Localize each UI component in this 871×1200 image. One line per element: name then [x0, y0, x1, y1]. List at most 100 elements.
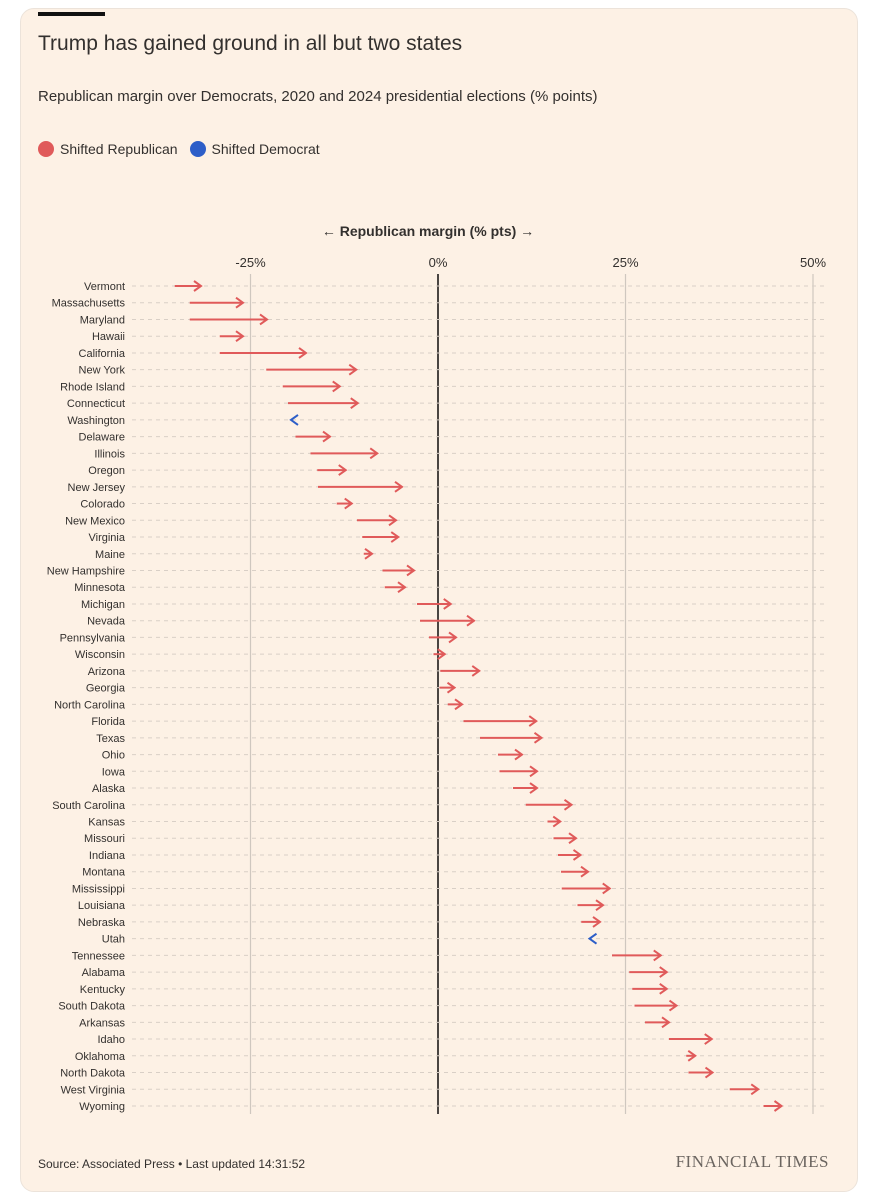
state-label: Kentucky [80, 984, 126, 996]
source-note: Source: Associated Press • Last updated … [38, 1157, 306, 1171]
state-label: Indiana [89, 850, 126, 862]
shift-arrow-head-icon [332, 380, 342, 393]
shift-arrow-head-icon [193, 280, 203, 292]
shift-arrow-head-icon [454, 698, 464, 711]
state-label: Iowa [102, 766, 126, 778]
shift-arrow-head-icon [259, 313, 269, 326]
shift-arrow-head-icon [533, 732, 544, 744]
shift-arrow-head-icon [602, 882, 612, 895]
legend-label-republican: Shifted Republican [60, 141, 178, 157]
state-label: Delaware [79, 432, 125, 444]
shift-arrow-head-icon [653, 949, 663, 962]
state-label: Washington [67, 415, 125, 427]
shift-arrow-head-icon [388, 514, 398, 527]
shift-arrow-head-icon [572, 849, 583, 861]
state-label: Rhode Island [60, 381, 125, 393]
chart-subtitle: Republican margin over Democrats, 2020 a… [38, 88, 598, 105]
state-label: Massachusetts [52, 298, 126, 310]
shift-arrow-head-icon [466, 614, 476, 627]
state-label: South Carolina [52, 800, 126, 812]
shift-arrow-head-icon [443, 598, 453, 610]
shift-arrow-head-icon [528, 715, 538, 727]
state-label: Wyoming [79, 1101, 125, 1113]
shift-arrow-head-icon [529, 765, 539, 778]
shift-arrow-head-icon [235, 330, 245, 343]
shift-arrow-head-icon [595, 899, 605, 911]
state-label: Alaska [92, 783, 126, 795]
shift-arrow-head-icon [437, 648, 447, 660]
ft-logo: FINANCIAL TIMES [675, 1152, 829, 1171]
shift-arrow-head-icon [471, 665, 481, 677]
shift-arrow-head-icon [587, 932, 598, 945]
legend-label-democrat: Shifted Democrat [211, 141, 320, 157]
shift-arrow-head-icon [659, 983, 669, 995]
shift-arrow-head-icon [687, 1049, 697, 1062]
legend: Shifted Republican Shifted Democrat [38, 141, 320, 157]
shift-arrow-head-icon [529, 782, 539, 794]
x-tick-label: 25% [612, 255, 638, 270]
state-label: Arizona [88, 666, 126, 678]
state-label: Florida [91, 716, 126, 728]
shift-arrow-head-icon [390, 531, 400, 543]
state-label: Colorado [80, 499, 125, 511]
shift-arrow-head-icon [448, 631, 458, 644]
state-label: Tennessee [72, 950, 125, 962]
state-label: North Carolina [54, 699, 126, 711]
x-tick-label: -25% [235, 255, 266, 270]
shift-arrow-head-icon [406, 564, 416, 577]
state-label: Nevada [87, 616, 126, 628]
state-label: Texas [96, 733, 125, 745]
shift-arrow-head-icon [394, 481, 404, 493]
shift-arrow-head-icon [568, 832, 578, 845]
state-label: Missouri [84, 833, 125, 845]
state-label: New Jersey [68, 482, 126, 494]
x-tick-label: 50% [800, 255, 826, 270]
shift-arrow-head-icon [704, 1033, 714, 1045]
state-label: California [79, 348, 126, 360]
state-label: Hawaii [92, 331, 125, 343]
state-label: Virginia [89, 532, 126, 544]
state-label: West Virginia [61, 1084, 126, 1096]
state-label: Georgia [86, 683, 126, 695]
state-label: Michigan [81, 599, 125, 611]
shift-arrow-head-icon [289, 414, 299, 426]
shift-arrow-head-icon [364, 547, 374, 560]
state-label: Wisconsin [75, 649, 125, 661]
state-label: South Dakota [58, 1001, 126, 1013]
state-label: Idaho [97, 1034, 125, 1046]
shift-arrow-head-icon [514, 748, 524, 761]
shift-arrow-head-icon [659, 966, 669, 978]
shift-arrow-head-icon [235, 296, 245, 309]
state-label: New Mexico [65, 515, 125, 527]
state-label: New Hampshire [47, 565, 125, 577]
shift-arrow-head-icon [563, 798, 574, 811]
shift-arrow-head-icon [668, 999, 679, 1012]
shift-arrow-head-icon [704, 1066, 715, 1079]
shift-arrow-head-icon [552, 815, 562, 828]
shift-arrow-head-icon [322, 430, 332, 443]
state-label: Maine [95, 549, 125, 561]
legend-dot-republican-icon [38, 141, 54, 157]
shift-arrow-head-icon [338, 464, 348, 476]
shift-arrow-head-icon [446, 681, 457, 694]
shift-arrow-head-icon [397, 581, 407, 594]
shift-arrow-head-icon [773, 1100, 784, 1112]
legend-dot-democrat-icon [189, 141, 206, 157]
state-label: Connecticut [67, 398, 125, 410]
state-label: Nebraska [78, 917, 126, 929]
state-label: Maryland [80, 314, 125, 326]
ft-topbar [38, 12, 105, 16]
state-label: Pennsylvania [60, 632, 126, 644]
state-label: Montana [82, 867, 126, 879]
state-label: Louisiana [78, 900, 126, 912]
state-label: North Dakota [60, 1068, 126, 1080]
chart-title: Trump has gained ground in all but two s… [38, 32, 463, 55]
shift-arrow-head-icon [344, 497, 354, 510]
shift-arrow-head-icon [592, 916, 602, 928]
shift-arrow-head-icon [661, 1016, 671, 1029]
state-label: Alabama [82, 967, 126, 979]
shift-arrow-head-icon [369, 447, 379, 460]
state-label: Illinois [94, 448, 125, 460]
x-tick-label: 0% [429, 255, 448, 270]
